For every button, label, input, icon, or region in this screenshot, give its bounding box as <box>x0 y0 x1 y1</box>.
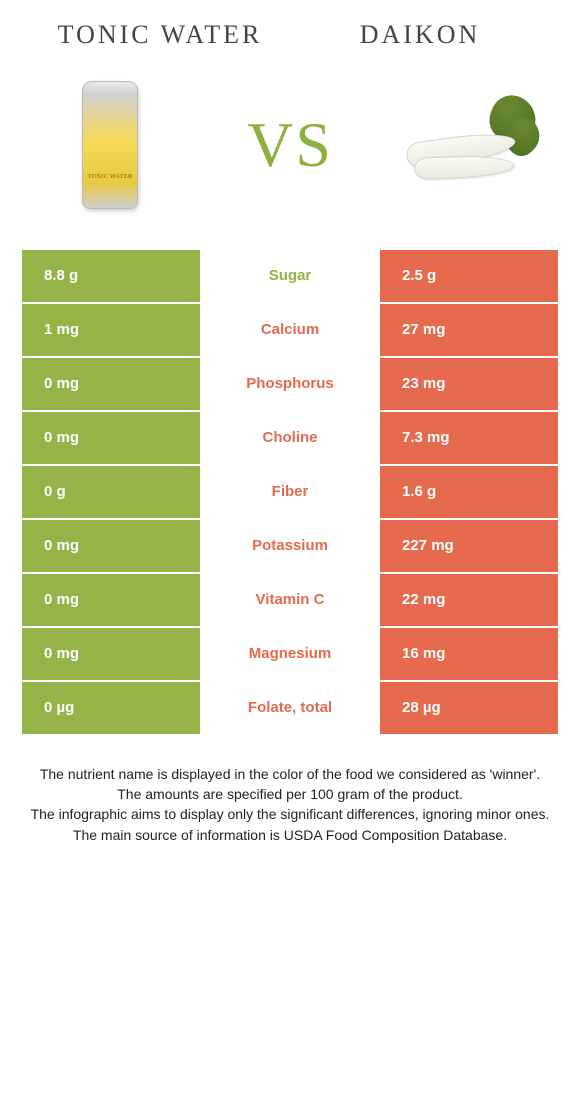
table-row: 0 mgCholine7.3 mg <box>22 412 558 464</box>
header-row: Tonic water Daikon <box>0 0 580 60</box>
nutrient-name: Vitamin C <box>200 574 380 626</box>
left-value: 0 mg <box>22 412 200 464</box>
images-row: vs <box>0 60 580 250</box>
daikon-icon <box>400 90 540 200</box>
right-value: 23 mg <box>380 358 558 410</box>
nutrient-name: Calcium <box>200 304 380 356</box>
table-row: 0 mgVitamin C22 mg <box>22 574 558 626</box>
footer-notes: The nutrient name is displayed in the co… <box>20 764 560 845</box>
footer-line: The amounts are specified per 100 gram o… <box>20 784 560 804</box>
right-value: 227 mg <box>380 520 558 572</box>
nutrient-name: Folate, total <box>200 682 380 734</box>
nutrition-table: 8.8 gSugar2.5 g1 mgCalcium27 mg0 mgPhosp… <box>22 250 558 734</box>
nutrient-name: Fiber <box>200 466 380 518</box>
footer-line: The nutrient name is displayed in the co… <box>20 764 560 784</box>
nutrient-name: Choline <box>200 412 380 464</box>
footer-line: The infographic aims to display only the… <box>20 804 560 824</box>
nutrient-name: Potassium <box>200 520 380 572</box>
right-value: 28 µg <box>380 682 558 734</box>
nutrient-name: Phosphorus <box>200 358 380 410</box>
left-value: 0 mg <box>22 520 200 572</box>
right-title: Daikon <box>290 20 550 50</box>
left-title: Tonic water <box>30 20 290 50</box>
left-value: 0 mg <box>22 574 200 626</box>
footer-line: The main source of information is USDA F… <box>20 825 560 845</box>
nutrient-name: Magnesium <box>200 628 380 680</box>
table-row: 0 gFiber1.6 g <box>22 466 558 518</box>
left-value: 0 g <box>22 466 200 518</box>
left-image <box>40 70 180 220</box>
right-value: 27 mg <box>380 304 558 356</box>
right-value: 22 mg <box>380 574 558 626</box>
table-row: 8.8 gSugar2.5 g <box>22 250 558 302</box>
table-row: 0 mgPotassium227 mg <box>22 520 558 572</box>
vs-label: vs <box>247 108 333 182</box>
right-image <box>400 70 540 220</box>
table-row: 0 mgMagnesium16 mg <box>22 628 558 680</box>
nutrient-name: Sugar <box>200 250 380 302</box>
left-value: 0 mg <box>22 358 200 410</box>
table-row: 1 mgCalcium27 mg <box>22 304 558 356</box>
left-value: 8.8 g <box>22 250 200 302</box>
table-row: 0 mgPhosphorus23 mg <box>22 358 558 410</box>
table-row: 0 µgFolate, total28 µg <box>22 682 558 734</box>
tonic-can-icon <box>82 81 138 209</box>
left-value: 0 µg <box>22 682 200 734</box>
right-value: 7.3 mg <box>380 412 558 464</box>
right-value: 2.5 g <box>380 250 558 302</box>
right-value: 1.6 g <box>380 466 558 518</box>
left-value: 0 mg <box>22 628 200 680</box>
right-value: 16 mg <box>380 628 558 680</box>
left-value: 1 mg <box>22 304 200 356</box>
